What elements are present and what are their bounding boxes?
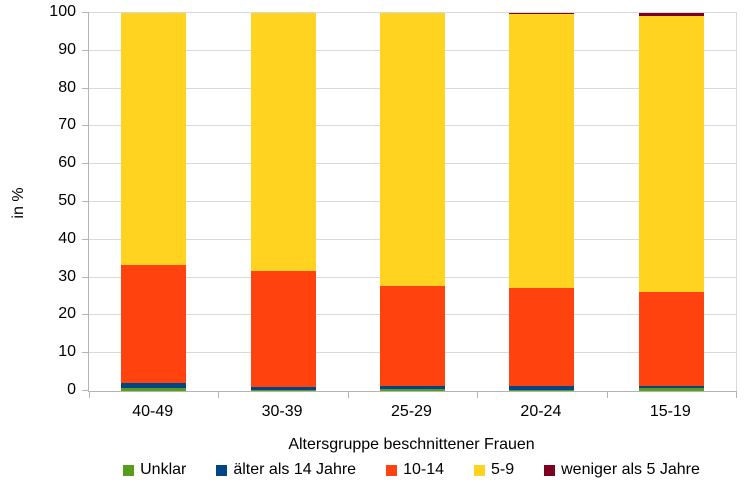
legend-item: Unklar xyxy=(123,461,186,479)
bar-segment xyxy=(509,386,575,390)
y-tick-mark xyxy=(82,87,89,89)
y-tick-label: 0 xyxy=(67,381,76,398)
y-tick-label: 80 xyxy=(58,78,76,96)
bar-segment xyxy=(638,13,704,17)
x-category-label: 40-49 xyxy=(132,403,174,420)
y-tick-label: 50 xyxy=(58,192,76,209)
bar-25-29 xyxy=(380,13,445,391)
legend-label: weniger als 5 Jahre xyxy=(561,461,700,478)
bar-segment xyxy=(509,14,575,289)
legend-swatch-icon xyxy=(474,464,485,476)
legend-swatch-icon xyxy=(386,464,398,476)
x-axis-title: Altersgruppe beschnittener Frauen xyxy=(288,436,535,453)
y-tick-label: 10 xyxy=(58,343,76,361)
bar-segment xyxy=(250,270,316,387)
y-tick-mark xyxy=(82,390,89,391)
x-tick-mark xyxy=(477,391,478,398)
bar-15-19 xyxy=(638,13,704,391)
bar-segment xyxy=(509,13,575,15)
bar-segment xyxy=(638,16,704,293)
bar-segment xyxy=(509,389,575,391)
y-tick-mark xyxy=(82,201,89,202)
plot-area xyxy=(82,12,737,398)
y-tick-mark xyxy=(82,125,89,127)
y-tick-mark xyxy=(82,352,89,354)
y-tick-label: 90 xyxy=(58,40,76,58)
y-tick-label: 40 xyxy=(58,229,76,247)
y-tick-label: 100 xyxy=(49,3,76,20)
bar-segment xyxy=(380,285,445,386)
y-tick-mark xyxy=(82,12,89,13)
legend-item: 5-9 xyxy=(474,461,514,479)
y-tick-mark xyxy=(82,163,89,165)
x-tick-mark xyxy=(348,391,349,398)
x-tick-mark xyxy=(607,391,608,398)
x-tick-mark xyxy=(736,391,737,398)
bar-segment xyxy=(121,264,187,384)
x-tick-mark xyxy=(218,391,219,398)
x-category-label: 20-24 xyxy=(520,403,562,420)
bar-segment xyxy=(380,389,445,391)
legend-label: 5-9 xyxy=(491,461,515,478)
y-tick-mark xyxy=(82,276,89,278)
bar-segment xyxy=(121,388,187,391)
legend-swatch-icon xyxy=(123,464,135,476)
bar-segment xyxy=(509,288,575,387)
y-tick-mark xyxy=(82,49,89,51)
bar-segment xyxy=(250,13,316,271)
y-tick-label: 60 xyxy=(58,154,76,172)
x-category-label: 15-19 xyxy=(649,403,691,420)
y-tick-label: 20 xyxy=(58,305,76,323)
bar-30-39 xyxy=(250,13,316,391)
bar-segment xyxy=(121,13,187,265)
bar-segment xyxy=(380,385,445,390)
y-tick-label: 30 xyxy=(58,267,76,285)
legend-swatch-icon xyxy=(216,464,228,476)
bar-segment xyxy=(250,386,316,390)
bar-segment xyxy=(121,383,187,389)
legend-label: älter als 14 Jahre xyxy=(233,461,357,478)
x-category-label: 25-29 xyxy=(391,403,432,420)
bar-segment xyxy=(250,389,316,391)
bar-segment xyxy=(638,388,704,391)
bar-segment xyxy=(638,292,704,387)
bar-20-24 xyxy=(509,13,575,391)
legend-item: weniger als 5 Jahre xyxy=(544,461,700,479)
legend-swatch-icon xyxy=(544,464,556,476)
legend-item: 10-14 xyxy=(386,461,444,479)
y-tick-label: 70 xyxy=(58,116,76,134)
legend-item: älter als 14 Jahre xyxy=(216,461,356,479)
chart-legend: Unklar älter als 14 Jahre 10-14 5-9 weniger … xyxy=(88,461,735,479)
legend-label: 10-14 xyxy=(403,461,444,478)
y-tick-mark xyxy=(82,238,89,240)
x-tick-mark xyxy=(89,391,90,398)
y-tick-mark xyxy=(82,314,89,316)
bar-40-49 xyxy=(121,13,187,391)
x-category-label: 30-39 xyxy=(261,403,303,420)
bar-segment xyxy=(380,13,445,286)
bar-segment xyxy=(638,386,704,389)
legend-label: Unklar xyxy=(140,461,187,478)
